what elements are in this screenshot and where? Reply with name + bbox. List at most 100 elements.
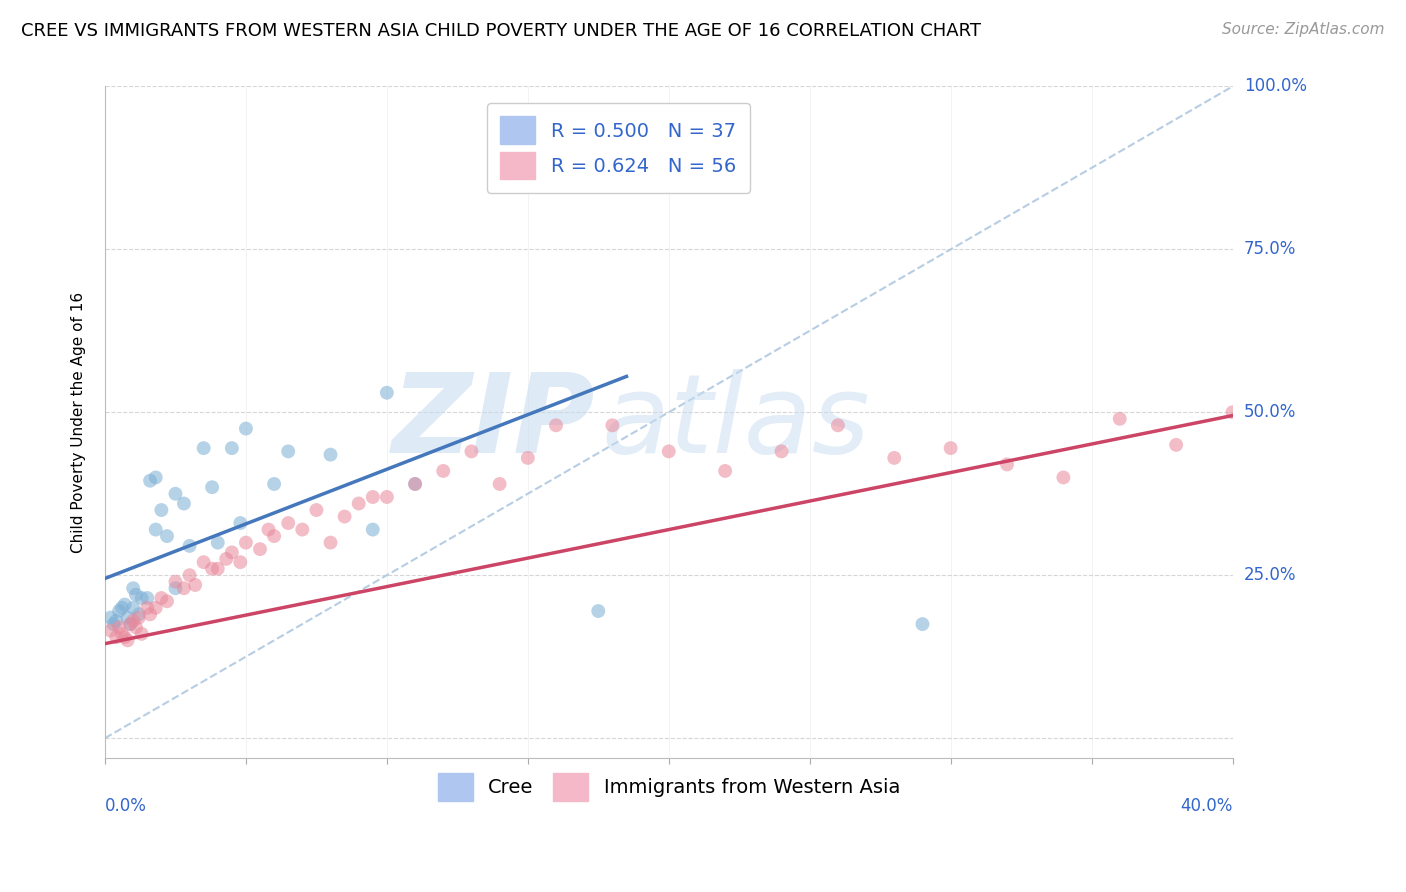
Point [235,535,257,549]
Point [235,421,257,435]
Text: 40.0%: 40.0% [1180,797,1233,814]
Point [1052,470,1074,484]
Point [229,555,252,569]
Point [911,617,934,632]
Text: atlas: atlas [602,368,870,475]
Point [257,523,280,537]
Point [883,450,905,465]
Point [145,470,167,484]
Point [173,496,195,510]
Text: 100.0%: 100.0% [1244,78,1306,95]
Point [544,418,567,433]
Point [347,496,370,510]
Point [201,480,224,494]
Point [714,464,737,478]
Point [305,503,328,517]
Point [111,627,134,641]
Point [122,614,145,628]
Point [432,464,454,478]
Point [375,385,398,400]
Point [516,450,538,465]
Point [215,552,238,566]
Point [165,574,187,589]
Point [404,477,426,491]
Point [136,591,159,605]
Point [939,441,962,455]
Point [179,568,201,582]
Point [125,620,148,634]
Point [122,581,145,595]
Legend: Cree, Immigrants from Western Asia: Cree, Immigrants from Western Asia [430,765,908,808]
Point [207,535,229,549]
Point [105,630,128,644]
Point [150,503,173,517]
Point [120,617,142,632]
Point [193,555,215,569]
Point [120,617,142,632]
Point [165,487,187,501]
Point [263,477,285,491]
Point [111,600,134,615]
Point [602,418,624,433]
Point [291,523,314,537]
Point [221,441,243,455]
Point [150,591,173,605]
Point [114,630,136,644]
Point [117,610,139,624]
Point [117,633,139,648]
Point [201,562,224,576]
Point [770,444,793,458]
Point [249,542,271,557]
Point [173,581,195,595]
Point [319,535,342,549]
Point [125,588,148,602]
Point [361,490,384,504]
Text: 25.0%: 25.0% [1244,566,1296,584]
Point [184,578,207,592]
Point [361,523,384,537]
Point [108,620,131,634]
Point [658,444,681,458]
Point [827,418,849,433]
Point [179,539,201,553]
Point [103,617,125,632]
Point [404,477,426,491]
Point [100,624,122,638]
Point [333,509,356,524]
Point [108,604,131,618]
Point [207,562,229,576]
Point [128,607,150,622]
Y-axis label: Child Poverty Under the Age of 16: Child Poverty Under the Age of 16 [72,292,86,553]
Point [139,474,162,488]
Point [995,458,1018,472]
Point [488,477,510,491]
Point [136,600,159,615]
Point [128,610,150,624]
Point [145,523,167,537]
Point [263,529,285,543]
Text: CREE VS IMMIGRANTS FROM WESTERN ASIA CHILD POVERTY UNDER THE AGE OF 16 CORRELATI: CREE VS IMMIGRANTS FROM WESTERN ASIA CHI… [21,22,981,40]
Point [156,594,179,608]
Point [277,444,299,458]
Text: 50.0%: 50.0% [1244,403,1296,421]
Point [221,545,243,559]
Point [114,598,136,612]
Point [1108,412,1130,426]
Text: 75.0%: 75.0% [1244,240,1296,259]
Point [165,581,187,595]
Point [131,627,153,641]
Point [1222,405,1244,419]
Point [1166,438,1188,452]
Point [460,444,482,458]
Point [105,614,128,628]
Point [375,490,398,504]
Point [156,529,179,543]
Point [277,516,299,530]
Point [139,607,162,622]
Text: 0.0%: 0.0% [105,797,146,814]
Point [193,441,215,455]
Text: Source: ZipAtlas.com: Source: ZipAtlas.com [1222,22,1385,37]
Point [145,600,167,615]
Point [100,610,122,624]
Point [588,604,610,618]
